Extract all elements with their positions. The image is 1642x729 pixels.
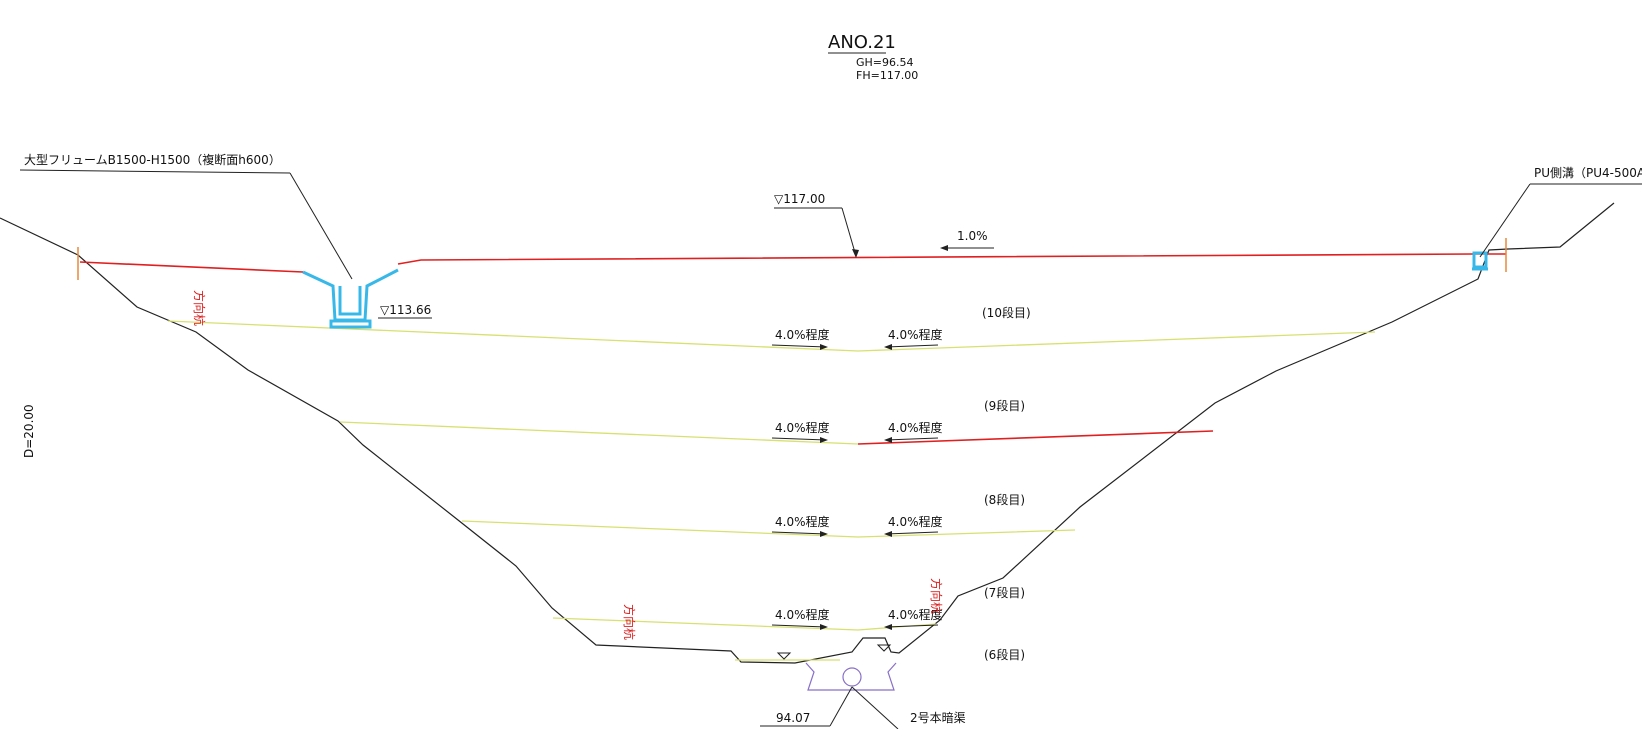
ground-line	[0, 202, 1615, 664]
bottom-level-label: 94.07	[776, 711, 810, 725]
design-road-line-main	[397, 253, 1506, 265]
bench-slope-label: 4.0%程度	[775, 514, 830, 529]
flume-level-label: ▽113.66	[380, 303, 431, 317]
flume-label: 大型フリュームB1500-H1500（複断面h600）	[24, 152, 281, 167]
direction-pile-label: 方向杭	[192, 290, 207, 326]
bench-slope-right: 4.0%程度 4.0%程度 4.0%程度 4.0%程度	[884, 327, 943, 630]
culvert-leader	[851, 686, 899, 729]
formation-height: FH=117.00	[856, 69, 918, 82]
bench-slope-label: 4.0%程度	[775, 327, 830, 342]
road-level-label: ▽117.00	[774, 192, 825, 206]
culvert	[805, 662, 897, 691]
direction-pile-label: 方向杭	[929, 578, 944, 614]
design-road-line	[79, 261, 304, 273]
bench-layer-lines	[167, 320, 1376, 661]
section-title: ANO.21	[828, 32, 896, 53]
bench-slope-label: 4.0%程度	[775, 607, 830, 622]
culvert-label: 2号本暗渠	[910, 710, 966, 725]
bench-label-6: (6段目)	[984, 647, 1025, 662]
bench-design-line-9	[857, 430, 1214, 445]
bench-slope-left: 4.0%程度 4.0%程度 4.0%程度 4.0%程度	[771, 327, 830, 630]
flume-leader	[289, 172, 353, 280]
bench-slope-label: 4.0%程度	[888, 420, 943, 435]
road-level-leader	[841, 207, 857, 257]
ground-height: GH=96.54	[856, 56, 914, 69]
scale-label: D=20.00	[22, 404, 36, 458]
bench-label-10: (10段目)	[982, 305, 1031, 320]
bottom-level-leader	[829, 686, 853, 727]
bench-label-7: (7段目)	[984, 585, 1025, 600]
ditch-label: PU側溝（PU4-500A）	[1534, 166, 1642, 180]
bench-slope-label: 4.0%程度	[775, 420, 830, 435]
bottom-level-marker	[776, 652, 792, 660]
direction-pile-label: 方向杭	[622, 604, 637, 640]
bench-label-8: (8段目)	[984, 492, 1025, 507]
road-slope-label: 1.0%	[957, 229, 988, 243]
road-level-arrowhead	[852, 249, 859, 258]
large-flume	[302, 268, 399, 329]
bench-slope-label: 4.0%程度	[888, 607, 943, 622]
flume-label-underline	[19, 169, 291, 174]
ditch-leader	[1479, 183, 1531, 258]
bench-slope-label: 4.0%程度	[888, 514, 943, 529]
road-slope-arrowhead	[940, 245, 948, 251]
pu-ditch	[1472, 251, 1488, 271]
bottom-level-marker	[876, 644, 892, 652]
bench-label-9: (9段目)	[984, 398, 1025, 413]
bench-slope-label: 4.0%程度	[888, 327, 943, 342]
